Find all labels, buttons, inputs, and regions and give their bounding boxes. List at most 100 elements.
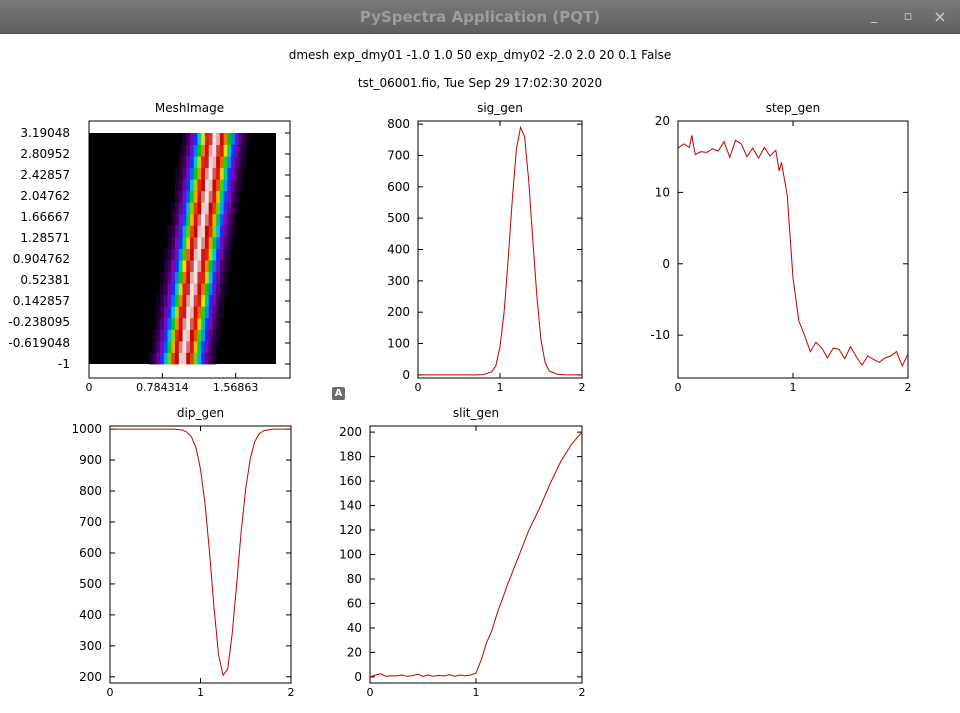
title-bar[interactable]: PySpectra Application (PQT) _ ▫ × — [0, 0, 960, 34]
mesh-cell — [234, 179, 239, 192]
mesh-cell — [197, 260, 202, 272]
mesh-cell — [238, 144, 243, 157]
series-line-step_gen[interactable] — [677, 135, 909, 368]
mesh-cell — [238, 167, 243, 180]
mesh-cell — [171, 306, 176, 319]
mesh-cell — [216, 156, 221, 169]
mesh-cell — [223, 236, 228, 249]
mesh-cell — [163, 271, 168, 284]
mesh-cell — [223, 271, 228, 284]
mesh-cell — [171, 329, 176, 342]
mesh-cell — [208, 190, 213, 203]
y-tick-label: 200 — [339, 425, 362, 439]
mesh-cell — [208, 317, 213, 330]
mesh-cell — [197, 294, 202, 307]
mesh-cell — [201, 294, 206, 307]
plot-title-2: step_gen — [766, 101, 821, 115]
x-tick-label: 1 — [497, 381, 504, 394]
mesh-cell — [171, 317, 176, 330]
mesh-cell — [182, 248, 187, 261]
mesh-cell — [208, 352, 213, 365]
mesh-cell — [171, 271, 176, 284]
x-tick-label: 0 — [415, 381, 422, 394]
mesh-cell — [204, 340, 210, 353]
mesh-cell — [219, 260, 225, 272]
y-tick-label: 200 — [79, 670, 102, 684]
mesh-cell — [171, 225, 176, 238]
mesh-cell — [197, 202, 202, 215]
mesh-cell — [201, 156, 206, 169]
x-tick-label: 1.56863 — [213, 381, 259, 394]
mesh-cell — [208, 248, 213, 261]
mesh-cell — [160, 294, 165, 307]
mesh-cell — [223, 225, 228, 238]
x-tick-label: 0.784314 — [136, 381, 189, 394]
mesh-cell — [197, 167, 202, 180]
series-line-slit_gen[interactable] — [369, 431, 583, 678]
mesh-cell — [204, 179, 210, 192]
mesh-cell — [212, 294, 217, 307]
mesh-cell — [178, 352, 183, 365]
mesh-cell — [201, 133, 206, 145]
y-tick-label: 900 — [79, 453, 102, 467]
mesh-cell — [193, 329, 198, 342]
mesh-cell — [193, 179, 198, 192]
mesh-cell — [208, 213, 213, 226]
y-tick-label: 20 — [655, 114, 670, 128]
mesh-cell — [234, 190, 239, 203]
plot-title-1: sig_gen — [477, 101, 523, 115]
mesh-cell — [204, 306, 210, 319]
mesh-cell — [223, 144, 228, 157]
mesh-cell — [156, 329, 161, 342]
mesh-cell — [204, 317, 210, 330]
mesh-cell — [156, 317, 161, 330]
mesh-cell — [208, 329, 213, 342]
minimize-button[interactable]: _ — [870, 9, 878, 24]
mesh-cell — [204, 352, 210, 365]
mesh-cell — [186, 248, 191, 261]
mesh-cell — [227, 260, 232, 272]
mesh-cell — [182, 133, 187, 145]
mesh-cell — [167, 271, 172, 284]
mesh-cell — [156, 294, 161, 307]
x-tick-label: 2 — [579, 381, 586, 394]
mesh-cell — [178, 317, 183, 330]
close-button[interactable]: × — [933, 7, 947, 26]
mesh-cell — [208, 202, 213, 215]
mesh-cell — [186, 179, 191, 192]
series-line-sig_gen[interactable] — [418, 125, 582, 376]
mesh-cell — [186, 306, 191, 319]
mesh-cell — [223, 213, 228, 226]
mesh-cell — [189, 352, 195, 365]
mesh-cell — [178, 190, 183, 203]
mesh-cell — [234, 167, 239, 180]
mesh-cell — [216, 260, 221, 272]
plot-frame-2 — [677, 120, 909, 379]
mesh-cell — [216, 179, 221, 192]
mesh-cell — [242, 133, 247, 145]
mesh-cell — [160, 329, 165, 342]
mesh-cell — [204, 133, 210, 145]
mesh-cell — [212, 283, 217, 296]
series-line-dip_gen[interactable] — [110, 428, 291, 677]
mesh-cell — [193, 306, 198, 319]
mesh-cell — [189, 248, 195, 261]
mesh-cell — [167, 225, 172, 238]
mesh-cell — [212, 225, 217, 238]
mesh-cell — [182, 144, 187, 157]
mesh-cell — [204, 190, 210, 203]
mesh-cell — [193, 317, 198, 330]
mesh-cell — [160, 306, 165, 319]
mesh-cell — [171, 283, 176, 296]
y-tick-label: 60 — [347, 596, 362, 610]
mesh-cell — [204, 248, 210, 261]
mesh-cell — [204, 225, 210, 238]
mesh-cell — [182, 352, 187, 365]
mesh-cell — [201, 283, 206, 296]
mesh-cell — [186, 283, 191, 296]
mesh-cell — [175, 167, 180, 180]
maximize-button[interactable]: ▫ — [903, 9, 913, 24]
mesh-cell — [197, 306, 202, 319]
auto-scale-icon[interactable]: A — [332, 387, 345, 400]
